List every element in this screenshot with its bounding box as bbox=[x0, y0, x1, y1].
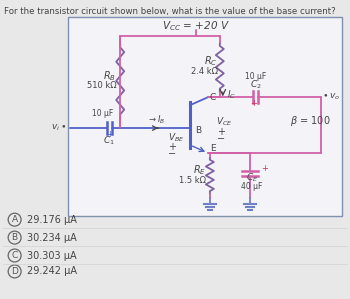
Text: B: B bbox=[195, 126, 201, 135]
Text: $I_C$: $I_C$ bbox=[227, 88, 236, 100]
Text: $C_E$: $C_E$ bbox=[246, 172, 258, 184]
Text: $V_{BE}$: $V_{BE}$ bbox=[168, 131, 184, 144]
Bar bbox=[68, 17, 342, 216]
Text: $R_B$: $R_B$ bbox=[103, 69, 116, 83]
Text: 10 µF: 10 µF bbox=[92, 109, 113, 118]
Text: −: − bbox=[217, 134, 225, 144]
Text: +: + bbox=[106, 130, 113, 139]
Text: $R_E$: $R_E$ bbox=[193, 164, 206, 177]
Text: 30.234 μA: 30.234 μA bbox=[27, 233, 76, 242]
Text: $\rightarrow I_B$: $\rightarrow I_B$ bbox=[147, 113, 166, 126]
Text: D: D bbox=[11, 267, 18, 276]
Text: −: − bbox=[168, 149, 176, 159]
Text: E: E bbox=[210, 144, 216, 153]
Text: $R_C$: $R_C$ bbox=[204, 54, 218, 68]
Text: +: + bbox=[261, 164, 267, 173]
Text: C: C bbox=[12, 251, 18, 260]
Text: +: + bbox=[250, 99, 257, 108]
Text: For the transistor circuit shown below, what is the value of the base current?: For the transistor circuit shown below, … bbox=[4, 7, 335, 16]
Text: $C_1$: $C_1$ bbox=[103, 134, 115, 147]
Text: 510 kΩ: 510 kΩ bbox=[86, 81, 116, 90]
Text: +: + bbox=[168, 142, 176, 152]
Text: $v_i \bullet$: $v_i \bullet$ bbox=[51, 123, 66, 133]
Text: 30.303 μA: 30.303 μA bbox=[27, 251, 76, 260]
Text: $V_{CE}$: $V_{CE}$ bbox=[216, 115, 232, 128]
Text: C: C bbox=[210, 93, 216, 102]
Text: $C_2$: $C_2$ bbox=[250, 78, 261, 91]
Text: $\bullet\, v_o$: $\bullet\, v_o$ bbox=[322, 92, 341, 103]
Text: $\beta$ = 100: $\beta$ = 100 bbox=[289, 114, 330, 128]
Text: 29.176 μA: 29.176 μA bbox=[27, 215, 76, 225]
Text: A: A bbox=[12, 215, 18, 224]
Text: $V_{CC}$ = +20 V: $V_{CC}$ = +20 V bbox=[162, 20, 230, 33]
Text: 10 µF: 10 µF bbox=[245, 72, 266, 81]
Text: 29.242 μA: 29.242 μA bbox=[27, 266, 77, 277]
Text: 40 µF: 40 µF bbox=[241, 182, 262, 191]
Text: 2.4 kΩ: 2.4 kΩ bbox=[191, 67, 218, 76]
Text: 1.5 kΩ: 1.5 kΩ bbox=[179, 176, 206, 185]
Text: B: B bbox=[12, 233, 18, 242]
Text: +: + bbox=[217, 127, 225, 137]
